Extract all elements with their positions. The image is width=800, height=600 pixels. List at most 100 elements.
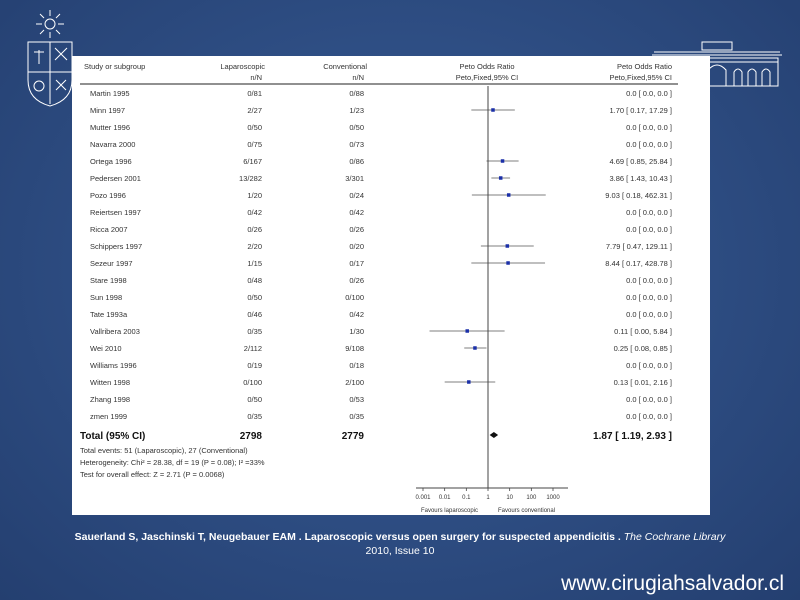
study-ci-text: 0.0 [ 0.0, 0.0 ]	[626, 276, 672, 285]
study-group1-events: 6/167	[243, 157, 262, 166]
favours-right-label: Favours conventional	[498, 508, 555, 514]
header-stat-plot: Peto Odds Ratio	[459, 62, 514, 71]
x-axis-ticks: 0.001 0.01 0.1 1 10 100 1000	[415, 488, 560, 501]
study-group2-events: 0/88	[349, 89, 364, 98]
website-url: www.cirugiahsalvador.cl	[561, 572, 784, 595]
study-ci-text: 0.0 [ 0.0, 0.0 ]	[626, 361, 672, 370]
x-tick-label: 0.1	[462, 495, 471, 501]
study-ci-text: 0.0 [ 0.0, 0.0 ]	[626, 208, 672, 217]
study-ci-text: 0.0 [ 0.0, 0.0 ]	[626, 412, 672, 421]
study-point-marker	[465, 329, 469, 333]
study-name: Ortega 1996	[90, 157, 132, 166]
study-group2-events: 0/26	[349, 225, 364, 234]
study-ci-text: 0.0 [ 0.0, 0.0 ]	[626, 89, 672, 98]
study-group2-events: 0/53	[349, 395, 364, 404]
study-name: Sun 1998	[90, 293, 122, 302]
footnote-heterogeneity: Heterogeneity: Chi² = 28.38, df = 19 (P …	[80, 458, 265, 467]
study-group1-events: 0/35	[247, 412, 262, 421]
study-group1-events: 0/50	[247, 293, 262, 302]
favours-left-label: Favours laparoscopic	[421, 508, 478, 514]
study-ci-text: 3.86 [ 1.43, 10.43 ]	[609, 174, 672, 183]
study-point-marker	[473, 346, 477, 350]
header-method-text: Peto,Fixed,95% CI	[609, 73, 672, 82]
study-ci-text: 0.0 [ 0.0, 0.0 ]	[626, 123, 672, 132]
study-ci-text: 0.0 [ 0.0, 0.0 ]	[626, 310, 672, 319]
study-group2-events: 0/73	[349, 140, 364, 149]
x-tick-label: 1	[486, 495, 490, 501]
citation-authors: Sauerland S, Jaschinski T, Neugebauer EA…	[74, 531, 621, 543]
study-group1-events: 0/35	[247, 327, 262, 336]
study-name: Mutter 1996	[90, 123, 130, 132]
study-point-marker	[467, 380, 471, 384]
footnote-overall-effect: Test for overall effect: Z = 2.71 (P = 0…	[80, 470, 225, 479]
total-group1: 2798	[240, 431, 263, 442]
study-name: Pozo 1996	[90, 191, 126, 200]
study-group1-events: 0/42	[247, 208, 262, 217]
total-ci-text: 1.87 [ 1.19, 2.93 ]	[593, 431, 672, 442]
university-seal-logo	[27, 10, 73, 107]
study-rows: Martin 1995 0/81 0/88 0.0 [ 0.0, 0.0 ] Minn …	[90, 89, 672, 421]
study-group2-events: 0/42	[349, 208, 364, 217]
study-point-marker	[491, 108, 495, 112]
study-ci-text: 0.0 [ 0.0, 0.0 ]	[626, 140, 672, 149]
study-group2-events: 0/26	[349, 276, 364, 285]
study-name: Stare 1998	[90, 276, 127, 285]
study-ci-text: 0.0 [ 0.0, 0.0 ]	[626, 225, 672, 234]
total-label: Total (95% CI)	[80, 431, 145, 442]
x-tick-label: 0.01	[439, 495, 451, 501]
study-name: zmen 1999	[90, 412, 127, 421]
study-name: Martin 1995	[90, 89, 130, 98]
study-group1-events: 0/19	[247, 361, 262, 370]
study-group1-events: 0/46	[247, 310, 262, 319]
study-ci-text: 7.79 [ 0.47, 129.11 ]	[606, 242, 672, 251]
study-point-marker	[505, 244, 510, 248]
header-group1: Laparoscopic	[220, 62, 265, 71]
study-name: Pedersen 2001	[90, 174, 141, 183]
citation-journal: The Cochrane Library	[623, 531, 726, 543]
study-group2-events: 2/100	[345, 378, 364, 387]
study-name: Wei 2010	[90, 344, 122, 353]
study-point-marker	[506, 193, 511, 197]
study-group2-events: 0/35	[349, 412, 364, 421]
study-ci-text: 0.0 [ 0.0, 0.0 ]	[626, 293, 672, 302]
study-group2-events: 0/42	[349, 310, 364, 319]
study-ci-text: 1.70 [ 0.17, 17.29 ]	[609, 106, 672, 115]
study-group1-events: 2/27	[247, 106, 262, 115]
study-name: Witten 1998	[90, 378, 130, 387]
study-group1-events: 0/26	[247, 225, 262, 234]
study-name: Reiertsen 1997	[90, 208, 141, 217]
study-name: Minn 1997	[90, 106, 125, 115]
study-group2-events: 0/100	[345, 293, 364, 302]
total-group2: 2779	[342, 431, 365, 442]
x-tick-label: 0.001	[415, 495, 431, 501]
study-ci-text: 0.11 [ 0.00, 5.84 ]	[614, 327, 672, 336]
study-ci-text: 0.25 [ 0.08, 0.85 ]	[614, 344, 672, 353]
study-group2-events: 0/24	[349, 191, 364, 200]
study-group2-events: 3/301	[345, 174, 364, 183]
study-group2-events: 0/86	[349, 157, 364, 166]
study-ci-text: 4.69 [ 0.85, 25.84 ]	[609, 157, 672, 166]
study-group1-events: 1/20	[247, 191, 262, 200]
study-group1-events: 0/75	[247, 140, 262, 149]
study-group2-events: 1/30	[349, 327, 364, 336]
header-stat-text: Peto Odds Ratio	[617, 62, 672, 71]
chart-panel: Study or subgroup Laparoscopic Conventio…	[72, 56, 710, 515]
study-name: Zhang 1998	[90, 395, 130, 404]
study-name: Williams 1996	[90, 361, 137, 370]
study-group2-events: 0/18	[349, 361, 364, 370]
header-study: Study or subgroup	[84, 62, 145, 71]
x-tick-label: 10	[506, 495, 513, 501]
study-ci-text: 9.03 [ 0.18, 462.31 ]	[605, 191, 672, 200]
study-group1-events: 0/50	[247, 395, 262, 404]
header-n-group1: n/N	[250, 73, 262, 82]
total-diamond	[489, 432, 499, 438]
study-name: Ricca 2007	[90, 225, 128, 234]
study-group1-events: 2/112	[244, 344, 262, 353]
study-name: Navarra 2000	[90, 140, 135, 149]
study-group1-events: 0/81	[247, 89, 262, 98]
study-group1-events: 13/282	[239, 174, 262, 183]
study-group2-events: 1/23	[349, 106, 364, 115]
x-tick-label: 100	[526, 495, 537, 501]
study-group2-events: 0/50	[349, 123, 364, 132]
study-ci-text: 0.0 [ 0.0, 0.0 ]	[626, 395, 672, 404]
